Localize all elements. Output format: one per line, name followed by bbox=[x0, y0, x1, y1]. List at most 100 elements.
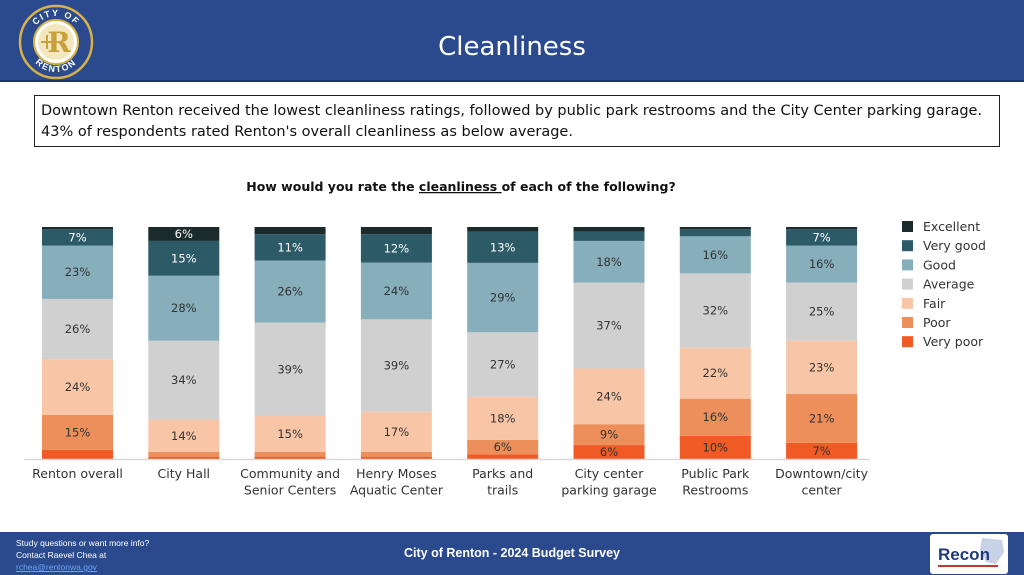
contact-note: Study questions or want more info? Conta… bbox=[16, 537, 149, 573]
category-label: center bbox=[801, 483, 842, 498]
bar-segment-fair bbox=[148, 419, 220, 453]
legend-label-fair: Fair bbox=[923, 296, 946, 311]
bar-segment-good bbox=[786, 245, 858, 283]
data-label: 11% bbox=[277, 240, 303, 254]
bar-segment-very-good bbox=[148, 240, 220, 276]
city-of-renton-seal-logo: CITY OF RENTON R bbox=[18, 4, 94, 80]
chart-title-emphasis: cleanliness bbox=[419, 179, 502, 194]
data-label: 12% bbox=[384, 241, 410, 255]
data-label: 15% bbox=[171, 251, 197, 265]
bar-segment-fair bbox=[467, 396, 539, 440]
data-label: 23% bbox=[65, 265, 91, 279]
category-label: trails bbox=[487, 483, 518, 498]
data-label: 23% bbox=[809, 360, 835, 374]
footer-survey-title: City of Renton - 2024 Budget Survey bbox=[403, 546, 620, 560]
data-label: 26% bbox=[277, 285, 303, 299]
bar-segment-average bbox=[573, 282, 645, 369]
bar-segment-very-poor bbox=[467, 454, 539, 459]
page-footer: Study questions or want more info? Conta… bbox=[0, 532, 1024, 575]
legend-swatch-average bbox=[902, 278, 913, 290]
data-label: 24% bbox=[596, 389, 622, 403]
bar-segment-very-good bbox=[42, 229, 113, 246]
bar-segment-poor bbox=[360, 451, 432, 457]
bar-segment-excellent bbox=[467, 227, 539, 232]
legend-swatch-good bbox=[902, 259, 913, 271]
bar-segment-very-good bbox=[679, 229, 751, 237]
bar-segment-very-poor bbox=[573, 445, 645, 459]
legend-swatch-excellent bbox=[902, 221, 913, 232]
bar-segment-good bbox=[254, 260, 326, 323]
bar-segment-poor bbox=[679, 398, 751, 436]
data-label: 28% bbox=[171, 301, 197, 315]
bar-segment-poor bbox=[573, 424, 645, 446]
data-label: 7% bbox=[812, 444, 830, 458]
data-label: 7% bbox=[68, 230, 86, 244]
contact-email-link[interactable]: rchea@rentonwa.gov bbox=[16, 562, 97, 572]
data-label: 14% bbox=[171, 429, 197, 443]
data-label: 16% bbox=[809, 257, 835, 271]
bar-segment-fair bbox=[254, 415, 326, 452]
category-labels: Renton overall City Hall Community and Seni… bbox=[32, 466, 869, 498]
bar-segment-average bbox=[42, 298, 113, 360]
bar-segment-very-good bbox=[786, 229, 858, 246]
legend-label-very-good: Very good bbox=[923, 238, 986, 253]
bar-segment-excellent bbox=[360, 227, 432, 235]
summary-line-2: 43% of respondents rated Renton's overal… bbox=[41, 124, 573, 140]
data-label: 6% bbox=[600, 445, 618, 459]
data-label: 37% bbox=[596, 319, 622, 333]
summary-line-1: Downtown Renton received the lowest clea… bbox=[41, 103, 983, 119]
legend-swatch-poor bbox=[902, 317, 913, 328]
category-label: Downtown/city bbox=[775, 466, 869, 481]
cleanliness-stacked-bar-chart: How would you rate the cleanliness of ea… bbox=[24, 179, 986, 498]
category-label: Aquatic Center bbox=[350, 483, 444, 498]
chart-title-prefix: How would you rate the bbox=[246, 179, 419, 194]
bar-segment-poor bbox=[467, 439, 539, 455]
legend: Excellent Very good Good Average Fair Poor Ver… bbox=[902, 219, 986, 349]
contact-line-1: Study questions or want more info? bbox=[16, 538, 150, 548]
data-label: 16% bbox=[703, 410, 729, 424]
bar-segment-average bbox=[467, 332, 539, 397]
category-label: Parks and bbox=[472, 466, 533, 481]
bar-segment-average bbox=[679, 273, 751, 348]
bar-segment-excellent bbox=[786, 227, 858, 230]
bar-segment-fair bbox=[679, 347, 751, 399]
bar-segment-very-poor bbox=[254, 456, 326, 459]
category-label: Senior Centers bbox=[244, 483, 336, 498]
data-label: 25% bbox=[809, 305, 835, 319]
data-label: 39% bbox=[277, 362, 303, 376]
bar-segment-very-poor bbox=[42, 449, 113, 459]
data-label: 27% bbox=[490, 358, 516, 372]
bar-segment-excellent bbox=[42, 227, 113, 230]
bar-segment-good bbox=[679, 236, 751, 274]
page-title: Cleanliness bbox=[438, 32, 586, 62]
bar-segment-average bbox=[254, 322, 326, 416]
bar-segment-good bbox=[360, 262, 432, 320]
bar-segment-good bbox=[467, 262, 539, 333]
category-label: Renton overall bbox=[32, 466, 123, 481]
bar-segment-average bbox=[148, 340, 220, 420]
data-label: 21% bbox=[809, 411, 835, 425]
data-label: 32% bbox=[703, 304, 729, 318]
data-label: 34% bbox=[171, 373, 197, 387]
legend-label-poor: Poor bbox=[923, 315, 951, 330]
data-label: 16% bbox=[703, 248, 729, 262]
bar-segment-fair bbox=[360, 411, 432, 452]
category-label: parking garage bbox=[561, 483, 657, 498]
bar-segment-excellent bbox=[573, 227, 645, 232]
category-label: Restrooms bbox=[682, 483, 748, 498]
data-label: 26% bbox=[65, 322, 91, 336]
bar-segment-good bbox=[573, 240, 645, 283]
legend-label-excellent: Excellent bbox=[923, 219, 980, 234]
data-label: 9% bbox=[600, 428, 618, 442]
bar-segment-poor bbox=[786, 394, 858, 443]
bar-segment-very-poor bbox=[360, 456, 432, 459]
recon-logo-text: Recon bbox=[938, 545, 990, 564]
bar-segment-poor bbox=[254, 451, 326, 457]
bar-segment-very-good bbox=[467, 231, 539, 263]
bar-segment-very-good bbox=[254, 234, 326, 261]
recon-research-logo: Recon bbox=[930, 534, 1008, 574]
contact-line-2: Contact Raevel Chea at bbox=[16, 550, 107, 560]
bar-segment-fair bbox=[573, 368, 645, 425]
bar-segment-very-good bbox=[360, 234, 432, 263]
bar-segment-poor bbox=[148, 452, 220, 457]
